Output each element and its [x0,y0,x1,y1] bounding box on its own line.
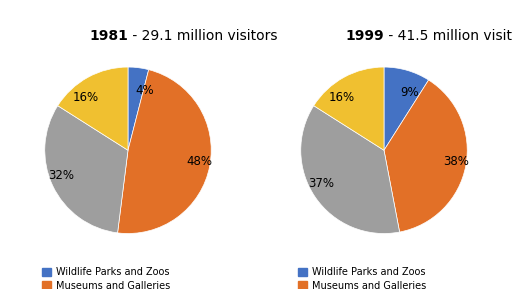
Text: 9%: 9% [401,86,419,99]
Wedge shape [128,67,148,150]
Text: 16%: 16% [73,91,99,104]
Legend: Wildlife Parks and Zoos, Museums and Galleries, Theme Parks, Historic Houses and: Wildlife Parks and Zoos, Museums and Gal… [295,265,473,289]
Text: 32%: 32% [48,169,74,182]
Text: 1999: 1999 [346,29,384,43]
Wedge shape [58,67,128,150]
Text: 37%: 37% [308,177,334,190]
Text: 4%: 4% [136,84,154,97]
Text: - 41.5 million visitors: - 41.5 million visitors [384,29,512,43]
Text: 48%: 48% [187,155,213,168]
Wedge shape [118,70,211,234]
Wedge shape [314,67,384,150]
Text: - 29.1 million visitors: - 29.1 million visitors [128,29,278,43]
Legend: Wildlife Parks and Zoos, Museums and Galleries, Theme Parks, Historic Houses and: Wildlife Parks and Zoos, Museums and Gal… [39,265,217,289]
Text: 1981: 1981 [89,29,128,43]
Wedge shape [301,106,399,234]
Text: 16%: 16% [329,91,355,104]
Wedge shape [384,80,467,232]
Text: 38%: 38% [443,155,469,168]
Wedge shape [45,106,128,233]
Wedge shape [384,67,429,150]
